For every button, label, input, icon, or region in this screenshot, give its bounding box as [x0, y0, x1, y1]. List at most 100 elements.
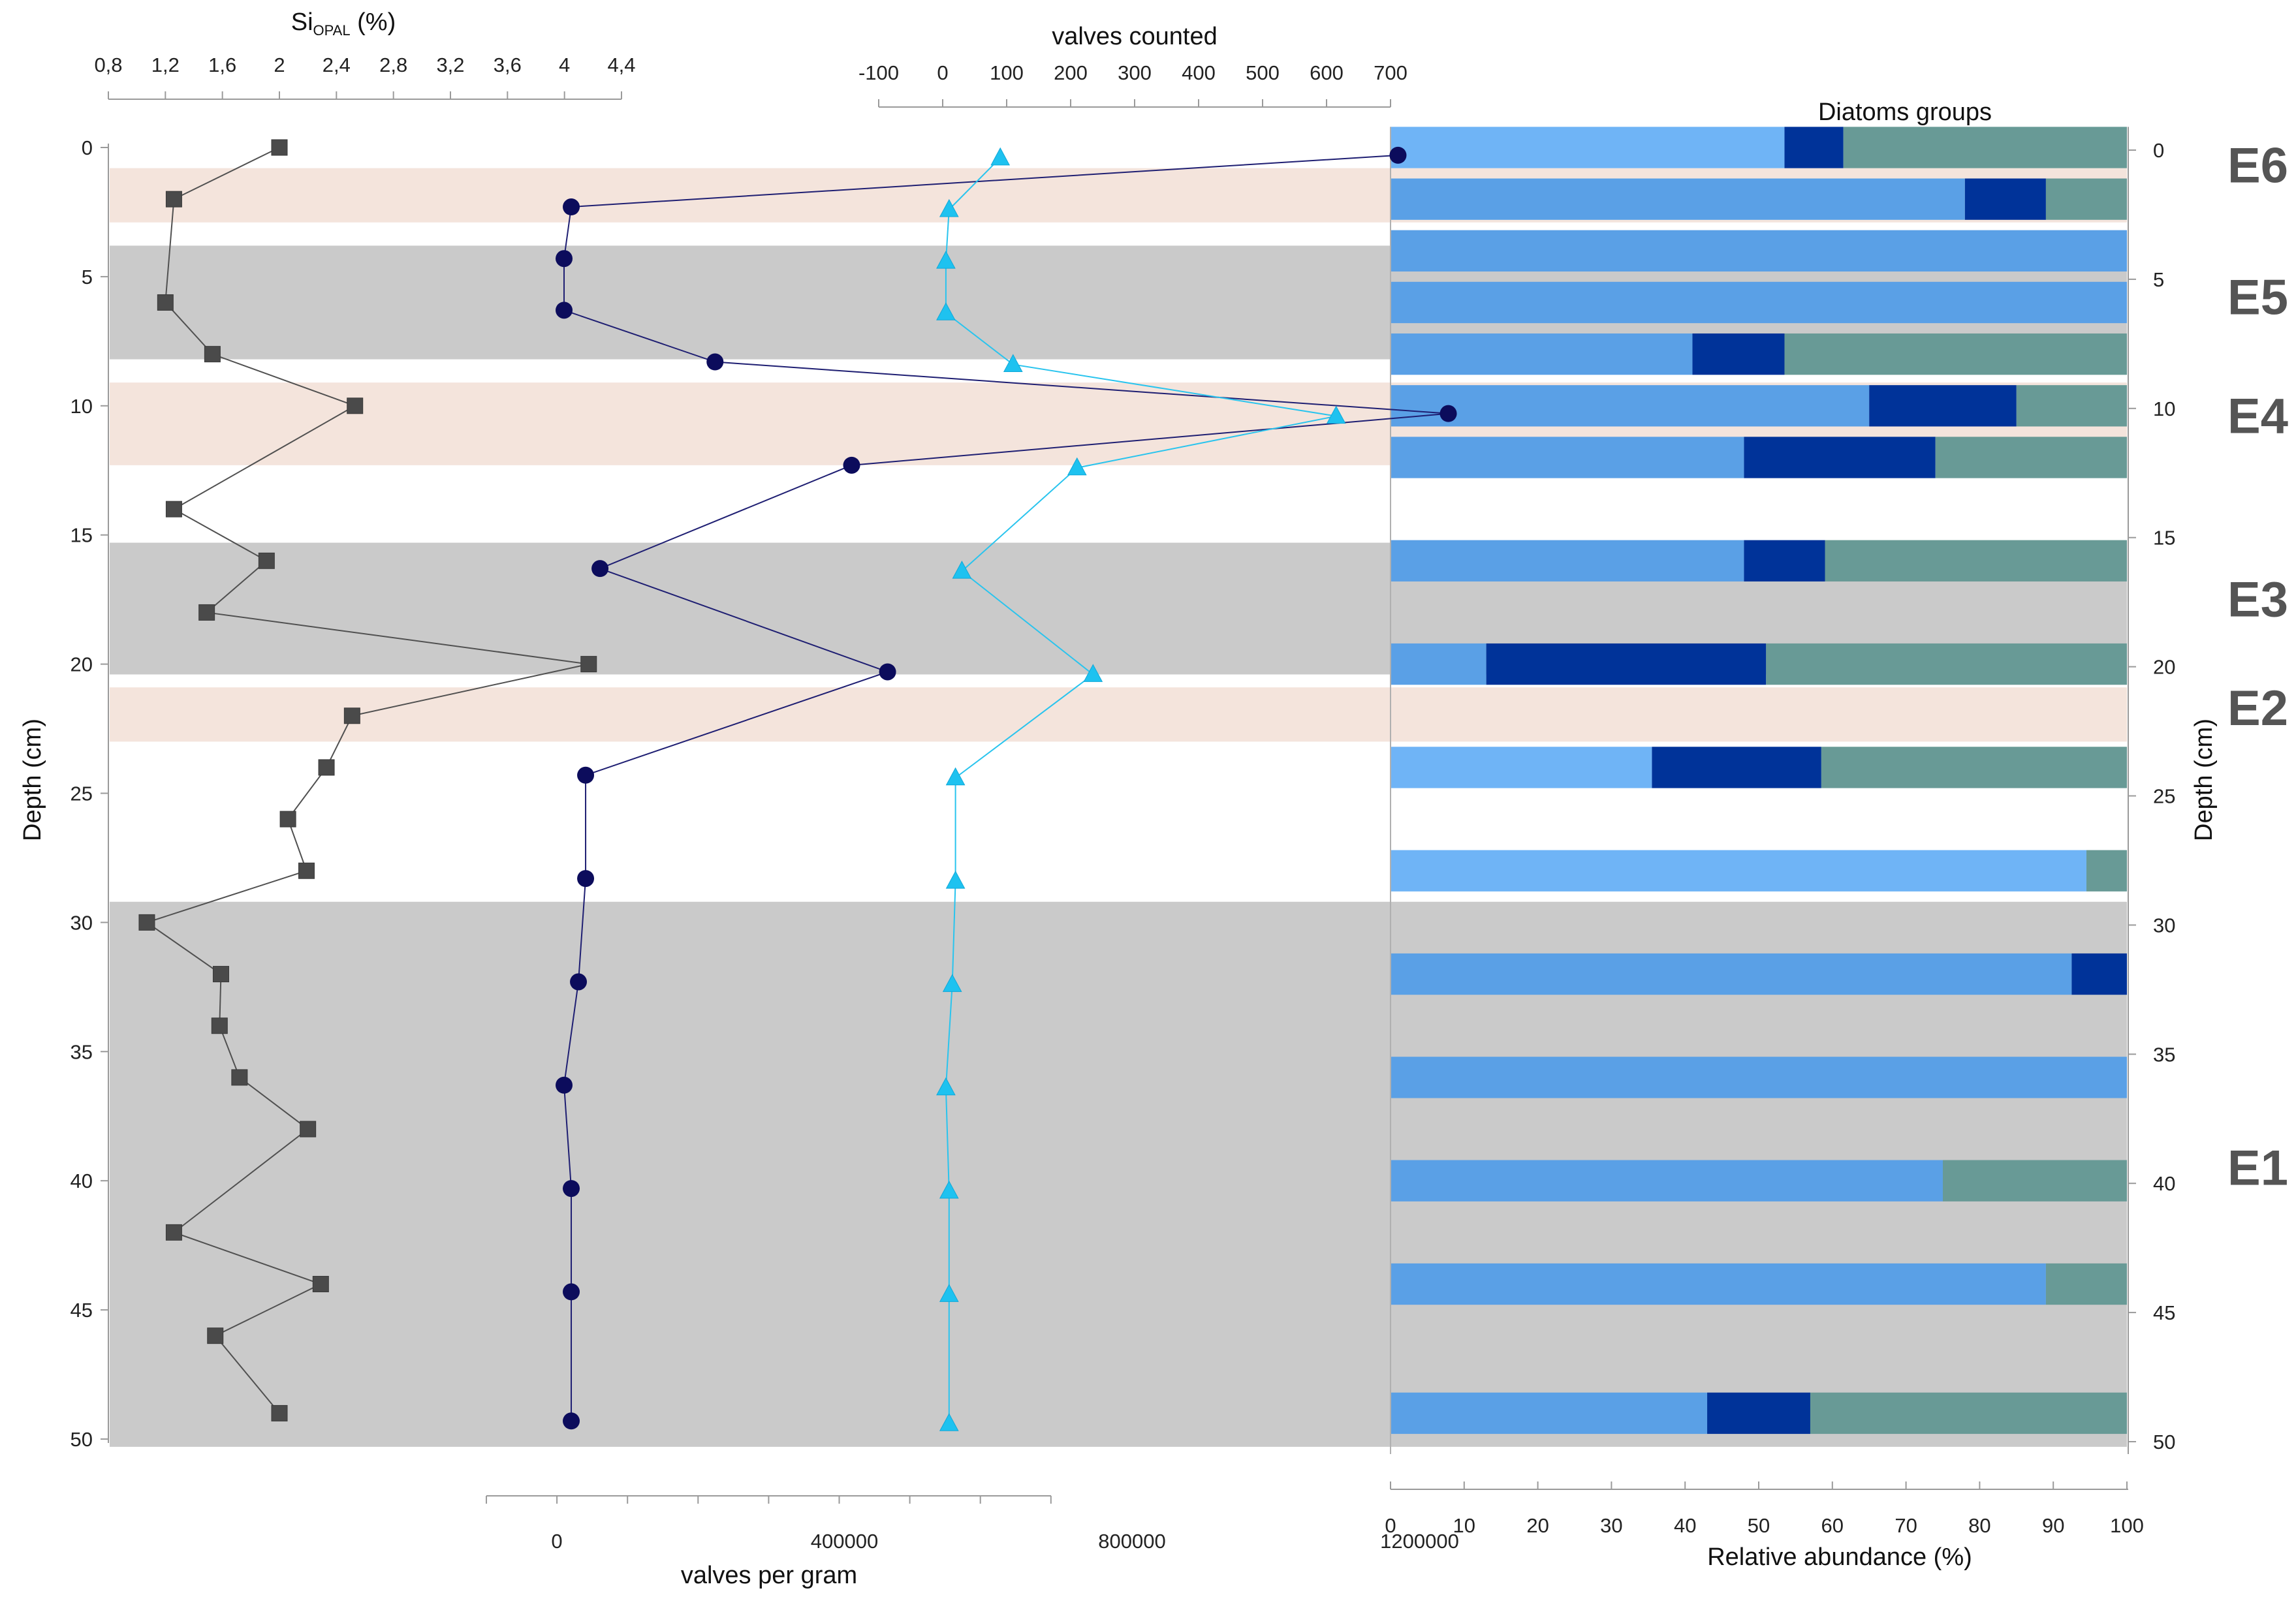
siopal-point-17	[300, 1121, 317, 1138]
zone-label-e1: E1	[2227, 1140, 2288, 1196]
valves-counted-tick-label-1: 0	[937, 61, 948, 84]
valves-per-gram-point-13	[563, 1180, 580, 1198]
axes: 0510152025303540455005101520253035404550…	[71, 54, 2176, 1553]
diatom-bar-12-mid	[1391, 1057, 2127, 1098]
siopal-title-main: Si	[291, 8, 313, 36]
valves-counted-point-13	[939, 1180, 959, 1199]
valves-per-gram-point-8	[879, 663, 896, 681]
depth-tick-label-right-50: 50	[2153, 1431, 2175, 1453]
valves-counted-point-12	[936, 1077, 956, 1096]
valves-per-gram-point-7	[591, 560, 609, 578]
zone-labels: E6 E5 E4 E3 E2 E1	[2227, 138, 2288, 1196]
siopal-point-21	[271, 1404, 288, 1421]
diatom-bar-6-dark	[1744, 437, 1936, 478]
relative-abundance-tick-label-5: 50	[1748, 1514, 1770, 1537]
diatom-bar-9-dark	[1652, 747, 1821, 788]
depth-tick-label-right-5: 5	[2153, 268, 2164, 291]
depth-axis-title-left: Depth (cm)	[19, 719, 46, 841]
depth-tick-label-left-20: 20	[71, 653, 93, 676]
valves-per-gram-point-0	[1389, 146, 1407, 164]
siopal-point-6	[258, 552, 275, 569]
diatom-bar-9-teal	[1821, 747, 2127, 788]
diatom-bar-14-teal	[2045, 1263, 2127, 1305]
depth-tick-label-right-0: 0	[2153, 139, 2164, 162]
valves-counted-point-11	[942, 974, 962, 992]
diatom-bar-15-mid	[1391, 1392, 1708, 1434]
diatoms-groups-title: Diatoms groups	[1818, 99, 1992, 126]
valves-per-gram-point-10	[577, 870, 595, 888]
diatom-bar-8-mid	[1391, 643, 1486, 685]
diatom-bar-11-dark	[2071, 953, 2127, 995]
siopal-axis-title: SiOPAL (%)	[291, 8, 396, 39]
depth-tick-label-left-5: 5	[82, 266, 93, 288]
siopal-tick-label-9: 4,4	[607, 54, 635, 76]
diatom-bar-0-dark	[1784, 127, 1844, 168]
diatom-bar-10-light	[1391, 850, 2086, 892]
valves-per-gram-point-11	[570, 973, 588, 991]
depth-tick-label-left-50: 50	[71, 1428, 93, 1451]
siopal-point-0	[271, 139, 288, 156]
depth-tick-label-right-25: 25	[2153, 785, 2175, 808]
diatom-bar-4-mid	[1391, 333, 1693, 375]
depth-tick-label-right-30: 30	[2153, 914, 2175, 937]
diatom-bar-3-mid	[1391, 281, 2127, 324]
siopal-tick-label-7: 3,6	[494, 54, 522, 76]
valves-per-gram-point-14	[563, 1283, 580, 1301]
siopal-tick-label-8: 4	[559, 54, 570, 76]
depth-tick-label-left-15: 15	[71, 524, 93, 547]
diatom-bar-1-dark	[1964, 178, 2046, 220]
diatom-bar-4-dark	[1692, 333, 1785, 375]
valves-per-gram-point-1	[563, 198, 580, 216]
siopal-point-13	[138, 914, 155, 931]
diatom-bar-2-mid	[1391, 230, 2127, 271]
diatom-bar-10-teal	[2086, 850, 2127, 892]
siopal-tick-label-0: 0,8	[94, 54, 122, 76]
valves-counted-axis-title: valves counted	[1052, 23, 1218, 50]
valves-per-gram-point-2	[556, 250, 573, 268]
diatom-bar-13-mid	[1391, 1160, 1943, 1202]
relative-abundance-tick-label-7: 70	[1895, 1514, 1917, 1537]
valves-counted-tick-label-6: 500	[1246, 61, 1280, 84]
valves-counted-tick-label-5: 400	[1182, 61, 1216, 84]
diatom-bar-5-teal	[2016, 385, 2127, 427]
valves-counted-point-4	[1003, 354, 1023, 372]
diatom-bar-7-mid	[1391, 540, 1744, 581]
zone-band-e2	[110, 687, 2127, 742]
depth-axis-title-right: Depth (cm)	[2190, 719, 2218, 841]
valves-per-gram-point-5	[1439, 405, 1457, 422]
diatom-bar-15-dark	[1707, 1392, 1810, 1434]
diatom-bar-0-light	[1391, 127, 1785, 168]
diatom-bar-4-teal	[1784, 333, 2127, 375]
siopal-point-5	[165, 501, 182, 518]
diatom-bar-11-mid	[1391, 953, 2072, 995]
valves-counted-point-3	[936, 302, 956, 320]
valves-per-gram-point-6	[843, 456, 860, 474]
depth-tick-label-left-0: 0	[82, 136, 93, 159]
depth-tick-label-right-10: 10	[2153, 397, 2175, 420]
depth-tick-label-left-25: 25	[71, 783, 93, 805]
depth-tick-label-right-35: 35	[2153, 1043, 2175, 1066]
depth-tick-label-left-35: 35	[71, 1040, 93, 1063]
valves-counted-tick-label-2: 100	[990, 61, 1024, 84]
valves-per-gram-tick-label-1: 400000	[811, 1530, 878, 1553]
siopal-point-16	[231, 1069, 248, 1086]
valves-per-gram-tick-label-3: 1200000	[1380, 1530, 1459, 1553]
valves-counted-point-5	[1326, 405, 1346, 424]
siopal-point-4	[347, 397, 364, 414]
valves-counted-point-8	[1083, 664, 1103, 682]
siopal-point-9	[343, 707, 360, 724]
valves-per-gram-point-12	[556, 1076, 573, 1094]
diatom-bar-7-dark	[1744, 540, 1825, 581]
valves-counted-point-10	[945, 871, 966, 889]
valves-per-gram-point-9	[577, 766, 595, 784]
diatom-bar-13-teal	[1943, 1160, 2127, 1202]
zone-label-e2: E2	[2227, 681, 2288, 736]
valves-counted-point-15	[939, 1413, 959, 1431]
valves-per-gram-point-3	[556, 302, 573, 319]
relative-abundance-axis-title: Relative abundance (%)	[1707, 1543, 1972, 1571]
depth-tick-label-left-45: 45	[71, 1299, 93, 1322]
diatom-bar-8-teal	[1766, 643, 2127, 685]
siopal-line	[145, 147, 589, 1414]
